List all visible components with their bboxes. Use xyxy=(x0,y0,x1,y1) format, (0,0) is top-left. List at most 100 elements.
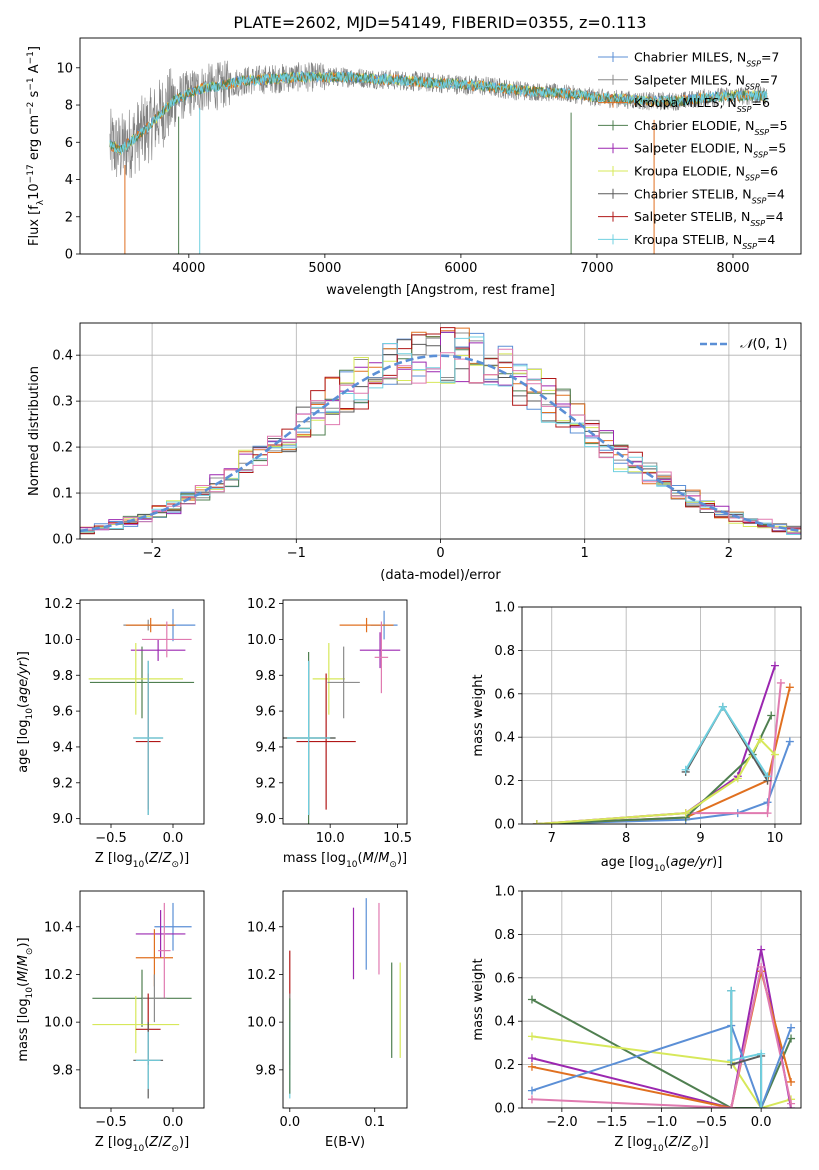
spectrum-model-line xyxy=(109,71,768,154)
x-tick-label: 0 xyxy=(436,546,444,561)
plot-area xyxy=(283,610,401,824)
series-marker xyxy=(787,1099,796,1108)
y-tick-label: 9.2 xyxy=(52,776,73,791)
series-marker xyxy=(757,1104,766,1108)
y-tick-label: 10.2 xyxy=(247,968,276,983)
series-line xyxy=(684,704,769,782)
y-tick-label: 0.0 xyxy=(494,1102,515,1117)
series-marker xyxy=(776,678,785,687)
x-axis-label: (data-model)/error xyxy=(380,568,501,583)
legend-label: Kroupa ELODIE, NSSP=6 xyxy=(634,164,778,183)
y-tick-label: 0.4 xyxy=(494,1015,515,1030)
axes-frame: 0.0 0.1 9.8 10.0 10.2 10.4 E(B-V) xyxy=(247,890,408,1150)
series-marker xyxy=(770,661,779,670)
age-vs-mass-panel: 10.0 10.5 9.0 9.2 9.4 9.6 9.8 10.0 10.2 mass [log… xyxy=(247,597,412,870)
y-axis-label: age [log10(age/yr)] xyxy=(16,651,35,773)
x-axis-label: wavelength [Angstrom, rest frame] xyxy=(326,283,555,298)
x-tick-label: 2 xyxy=(725,546,733,561)
series-marker xyxy=(787,1023,796,1032)
axes-frame: −0.5 0.0 9.8 10.0 10.2 10.4 Z [log10(Z/Z⊙)] mas… xyxy=(16,890,205,1154)
y-tick-label: 1.0 xyxy=(494,885,515,900)
series-line xyxy=(531,966,792,1108)
y-tick-label: 0.3 xyxy=(52,395,73,410)
spectrum-legend: Chabrier MILES, NSSP=7 Salpeter MILES, NS… xyxy=(598,50,788,250)
series-line xyxy=(531,1024,792,1108)
series-marker xyxy=(527,1095,536,1104)
y-axis-label: Flux [fλ10−17 erg cm−2 s−1 A−1] xyxy=(26,46,46,246)
axes-frame: 4000 5000 6000 7000 8000 0 2 4 6 8 10 wavelength [A… xyxy=(26,37,802,298)
x-tick-label: 0.1 xyxy=(364,1115,385,1130)
y-tick-label: 9.8 xyxy=(52,1063,73,1078)
series-marker xyxy=(763,772,772,781)
legend-label: Kroupa MILES, NSSP=6 xyxy=(634,95,770,114)
y-tick-label: 0 xyxy=(65,248,73,263)
x-tick-label: −1.0 xyxy=(646,1115,678,1130)
x-tick-label: −0.5 xyxy=(696,1115,728,1130)
axes-frame: −0.5 0.0 9.0 9.2 9.4 9.6 9.8 10.0 10.2 Z [log10(Z… xyxy=(16,597,205,870)
y-tick-label: 9.8 xyxy=(255,1063,276,1078)
series-marker xyxy=(527,995,536,1004)
x-axis-label: Z [log10(Z/Z⊙)] xyxy=(614,1135,708,1154)
residuals-panel: −2 −1 0 1 2 0.0 0.1 0.2 0.3 0.4 (data-model)/error… xyxy=(27,322,802,583)
axes-frame: −2.0 −1.5 −1.0 −0.5 0.0 0.0 0.2 0.4 0.6 0.8 1.0 Z [… xyxy=(471,885,802,1154)
plot-area xyxy=(88,608,196,816)
axes-border xyxy=(79,37,802,255)
y-tick-label: 9.8 xyxy=(52,669,73,684)
y-tick-label: 10.2 xyxy=(44,968,73,983)
y-tick-label: 9.6 xyxy=(255,705,276,720)
y-tick-label: 9.2 xyxy=(255,776,276,791)
legend-label: Chabrier STELIB, NSSP=4 xyxy=(634,186,785,205)
mass-vs-metallicity-panel: −0.5 0.0 9.8 10.0 10.2 10.4 Z [log10(Z/Z⊙)] mas… xyxy=(16,890,205,1154)
y-axis-label: mass weight xyxy=(471,958,486,1040)
x-tick-label: −1.5 xyxy=(596,1115,628,1130)
y-tick-label: 0.2 xyxy=(52,441,73,456)
plot-area xyxy=(532,661,794,824)
legend-label: Salpeter STELIB, NSSP=4 xyxy=(634,209,784,228)
y-tick-label: 0.6 xyxy=(494,687,515,702)
y-tick-label: 0.8 xyxy=(494,928,515,943)
y-tick-label: 0.1 xyxy=(52,487,73,502)
y-tick-label: 0.4 xyxy=(52,349,73,364)
legend-label: Chabrier ELODIE, NSSP=5 xyxy=(634,118,788,137)
y-tick-label: 6 xyxy=(65,136,73,151)
axes-border xyxy=(79,890,205,1109)
spectrum-model-line xyxy=(109,70,768,155)
axes-border xyxy=(79,322,802,540)
series-marker xyxy=(763,809,772,818)
y-tick-label: 1.0 xyxy=(494,601,515,616)
y-tick-label: 0.2 xyxy=(494,774,515,789)
x-tick-label: 0.0 xyxy=(279,1115,300,1130)
plot-area xyxy=(80,327,801,539)
figure-title: PLATE=2602, MJD=54149, FIBERID=0355, z=0… xyxy=(233,13,646,32)
axes-border xyxy=(521,890,802,1109)
y-axis-label: mass weight xyxy=(471,674,486,756)
x-tick-label: 5000 xyxy=(308,261,341,276)
y-tick-label: 10.2 xyxy=(44,597,73,612)
y-tick-label: 10 xyxy=(56,61,73,76)
x-axis-label: Z [log10(Z/Z⊙)] xyxy=(95,1135,189,1154)
x-tick-label: −1 xyxy=(287,546,306,561)
y-axis-label: mass [log10(M/M⊙)] xyxy=(16,937,35,1061)
series-marker xyxy=(787,1077,796,1086)
x-tick-label: 9 xyxy=(696,831,704,846)
y-tick-label: 4 xyxy=(65,173,73,188)
series-marker xyxy=(757,962,766,971)
y-tick-label: 0.6 xyxy=(494,971,515,986)
series-marker xyxy=(527,1086,536,1095)
x-tick-label: 8 xyxy=(622,831,630,846)
series-marker xyxy=(785,683,794,692)
series-marker xyxy=(681,809,690,818)
y-tick-label: 10.4 xyxy=(247,920,276,935)
massweight-vs-age-panel: 7 8 9 10 0.0 0.2 0.4 0.6 0.8 1.0 age [log10(age/yr… xyxy=(471,601,802,874)
x-axis-label: age [log10(age/yr)] xyxy=(601,855,723,874)
series-marker xyxy=(770,750,779,759)
series-line xyxy=(531,998,792,1108)
y-tick-label: 0.0 xyxy=(494,818,515,833)
axes-border xyxy=(282,890,408,1109)
spectrum-panel: 4000 5000 6000 7000 8000 0 2 4 6 8 10 wavelength [A… xyxy=(26,37,802,298)
x-tick-label: 0.0 xyxy=(751,1115,772,1130)
x-tick-label: 10.5 xyxy=(383,831,412,846)
y-tick-label: 8 xyxy=(65,99,73,114)
series-marker xyxy=(757,945,766,954)
y-tick-label: 0.8 xyxy=(494,644,515,659)
